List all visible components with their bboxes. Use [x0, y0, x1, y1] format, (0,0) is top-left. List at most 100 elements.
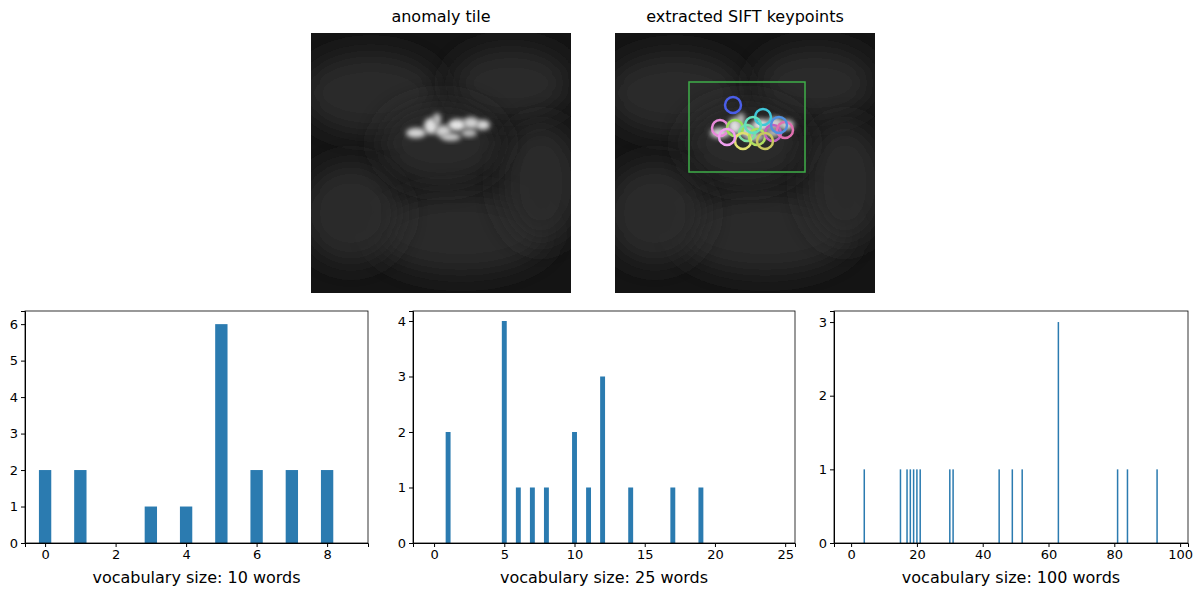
y-tick-label: 4 — [398, 314, 406, 329]
y-tick: 3 — [398, 369, 413, 384]
y-tick-mark — [21, 434, 25, 435]
y-tick-label: 0 — [398, 536, 406, 551]
bar — [670, 487, 675, 543]
keypoint — [725, 97, 741, 113]
y-tick: 0 — [398, 536, 413, 551]
y-tick-mark — [830, 543, 834, 544]
anomaly-blob — [476, 120, 490, 130]
x-tick-label: 40 — [975, 547, 992, 562]
x-tick: 20 — [909, 543, 926, 562]
bar — [919, 469, 921, 543]
y-tick: 3 — [819, 315, 834, 330]
bar — [910, 469, 912, 543]
bar — [572, 432, 577, 543]
y-axis: 0123456 — [10, 312, 26, 551]
x-tick: 20 — [707, 543, 724, 562]
x-tick-label: 80 — [1107, 547, 1124, 562]
bar-chart: 024680123456vocabulary size: 10 words — [10, 311, 369, 587]
y-tick-label: 3 — [398, 369, 406, 384]
x-tick: 0 — [847, 543, 855, 562]
anomaly-blob — [406, 128, 426, 138]
bar — [952, 469, 954, 543]
bar-chart: 051015202501234vocabulary size: 25 words — [398, 311, 796, 587]
bar — [180, 507, 192, 543]
y-tick: 2 — [398, 425, 413, 440]
bar — [913, 469, 915, 543]
panel-title: anomaly tile — [391, 7, 490, 26]
keypoint — [719, 129, 735, 145]
x-tick-label: 15 — [637, 547, 654, 562]
x-tick: 80 — [1107, 543, 1124, 562]
bar — [1058, 322, 1060, 543]
y-tick-mark — [409, 543, 413, 544]
y-tick-mark — [409, 487, 413, 488]
bar — [530, 487, 535, 543]
y-axis-line — [830, 312, 835, 544]
bar — [600, 376, 605, 543]
y-tick-mark — [830, 469, 834, 470]
x-tick: 100 — [1168, 543, 1193, 562]
x-tick-label: 60 — [1041, 547, 1058, 562]
y-axis-line — [21, 312, 26, 544]
y-tick: 2 — [819, 388, 834, 403]
x-tick: 10 — [567, 543, 584, 562]
bounding-box — [689, 82, 805, 172]
y-tick-mark — [21, 470, 25, 471]
texture — [451, 48, 571, 118]
anomaly-blob — [433, 113, 441, 125]
y-tick-label: 0 — [10, 536, 18, 551]
y-tick: 1 — [398, 480, 413, 495]
x-tick: 0 — [430, 543, 438, 562]
y-tick: 5 — [10, 353, 25, 368]
texture — [615, 163, 705, 263]
bar — [321, 470, 333, 543]
keypoint — [745, 117, 761, 133]
y-tick-label: 1 — [398, 480, 406, 495]
x-tick: 8 — [323, 543, 331, 562]
bar-chart: 0204060801000123vocabulary size: 100 wor… — [819, 311, 1193, 587]
bar — [446, 432, 451, 543]
keypoint — [757, 133, 773, 149]
x-tick-label: 5 — [501, 547, 509, 562]
y-tick-label: 4 — [10, 390, 18, 405]
y-tick-label: 3 — [10, 426, 18, 441]
bar — [1117, 469, 1119, 543]
x-tick-label: 4 — [182, 547, 190, 562]
bar — [916, 469, 918, 543]
bar — [949, 469, 951, 543]
y-tick: 0 — [819, 536, 834, 551]
bar — [145, 507, 157, 543]
x-tick-label: 8 — [323, 547, 331, 562]
x-tick-label: 10 — [567, 547, 584, 562]
y-tick-label: 5 — [10, 353, 18, 368]
x-tick-label: 6 — [253, 547, 261, 562]
y-tick-mark — [830, 322, 834, 323]
bar — [516, 487, 521, 543]
x-tick: 2 — [112, 543, 120, 562]
x-tick-label: 100 — [1168, 547, 1193, 562]
y-tick-mark — [21, 507, 25, 508]
x-tick: 40 — [975, 543, 992, 562]
y-tick: 4 — [398, 314, 413, 329]
texture — [755, 48, 875, 118]
x-tick: 0 — [41, 543, 49, 562]
bar — [1012, 469, 1014, 543]
bar — [698, 487, 703, 543]
bar — [1156, 469, 1158, 543]
y-tick-mark — [409, 321, 413, 322]
x-axis-title: vocabulary size: 25 words — [500, 568, 708, 587]
y-tick-label: 3 — [819, 315, 827, 330]
x-axis-title: vocabulary size: 100 words — [902, 568, 1120, 587]
y-tick: 3 — [10, 426, 25, 441]
texture — [805, 123, 875, 243]
x-tick-label: 0 — [430, 547, 438, 562]
plot-frame — [413, 311, 795, 543]
plot-frame — [834, 311, 1188, 543]
anomaly-blob — [461, 129, 477, 137]
y-tick-mark — [409, 432, 413, 433]
image-tile — [605, 33, 885, 293]
bar — [215, 324, 227, 543]
y-axis: 0123 — [819, 312, 835, 551]
x-axis-title: vocabulary size: 10 words — [92, 568, 300, 587]
texture — [381, 103, 501, 183]
